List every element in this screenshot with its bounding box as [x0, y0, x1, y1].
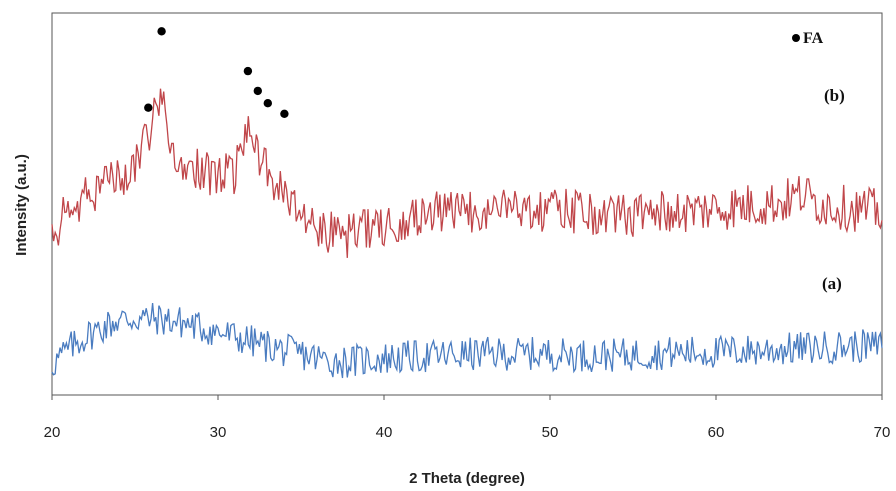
x-axis-title: 2 Theta (degree)	[409, 470, 525, 487]
series-a-line	[51, 303, 883, 379]
series-b-label: (b)	[824, 86, 845, 105]
x-tick-label: 50	[542, 424, 559, 441]
series-a-label: (a)	[822, 274, 842, 293]
x-tick-label: 20	[44, 424, 61, 441]
fa-marker-layer	[144, 27, 289, 119]
fa-peak-marker	[253, 86, 262, 96]
fa-peak-marker	[144, 103, 153, 112]
fa-peak-marker	[280, 109, 289, 119]
x-tick-label: 70	[874, 424, 891, 441]
fa-peak-marker	[263, 99, 272, 108]
legend-fa-marker	[792, 34, 800, 42]
legend: FA	[792, 30, 824, 47]
series-layer	[51, 88, 883, 379]
series-b-line	[51, 88, 883, 258]
fa-peak-marker	[243, 66, 253, 76]
legend-fa-label: FA	[803, 30, 824, 47]
x-tick-label: 30	[210, 424, 227, 441]
x-tick-label: 40	[376, 424, 393, 441]
y-axis-title: Intensity (a.u.)	[13, 154, 30, 256]
plot-area-frame	[51, 12, 883, 396]
x-tick-layer: 20 30 40 50 60 70	[44, 395, 891, 441]
x-tick-label: 60	[708, 424, 725, 441]
fa-peak-marker	[157, 27, 166, 36]
